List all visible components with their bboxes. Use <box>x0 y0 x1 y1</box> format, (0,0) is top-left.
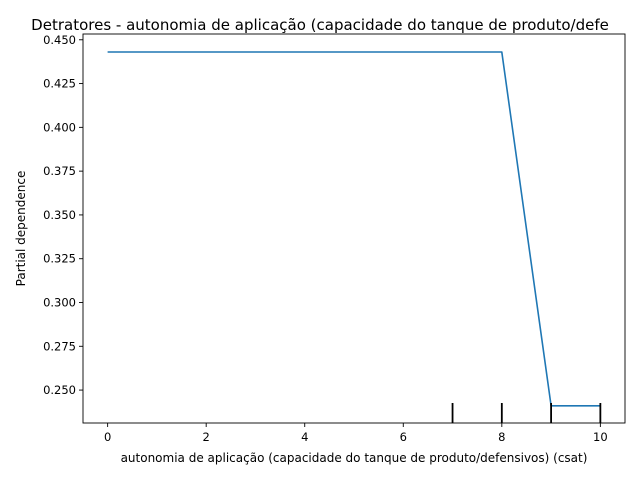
y-tick-label: 0.275 <box>43 339 76 353</box>
y-tick-label: 0.325 <box>43 252 76 266</box>
plot-frame <box>82 33 626 424</box>
y-tick-label: 0.425 <box>43 77 76 91</box>
rug-marks <box>451 403 602 423</box>
y-tick-label: 0.400 <box>43 120 76 134</box>
y-tick-label: 0.350 <box>43 208 76 222</box>
x-axis-label: autonomia de aplicação (capacidade do ta… <box>121 451 588 465</box>
plot-area: 0.250 0.275 0.300 0.325 0.350 0.375 0.400 0.425… <box>43 33 626 444</box>
x-tick-label: 2 <box>203 430 210 444</box>
x-tick-label: 10 <box>593 430 608 444</box>
chart-title: Detratores - autonomia de aplicação (cap… <box>31 16 609 34</box>
y-tick-label: 0.375 <box>43 164 76 178</box>
x-axis: 0 2 4 6 8 10 <box>104 423 608 444</box>
x-tick-label: 6 <box>400 430 407 444</box>
x-tick-label: 4 <box>301 430 308 444</box>
y-tick-label: 0.250 <box>43 383 76 397</box>
x-tick-label: 0 <box>104 430 111 444</box>
y-tick-label: 0.300 <box>43 295 76 309</box>
y-tick-label: 0.450 <box>43 33 76 47</box>
partial-dependence-line <box>107 51 601 407</box>
y-axis: 0.250 0.275 0.300 0.325 0.350 0.375 0.400 0.425… <box>43 33 83 397</box>
y-axis-label: Partial dependence <box>14 171 28 287</box>
series-layer <box>107 51 601 407</box>
x-tick-label: 8 <box>498 430 505 444</box>
